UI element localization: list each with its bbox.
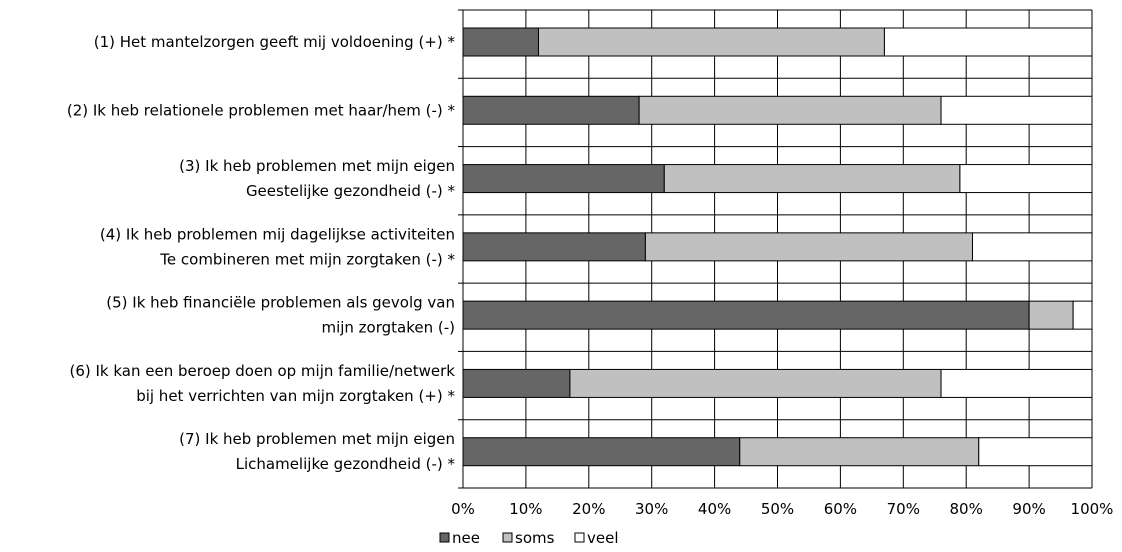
bar-segment-nee: [462, 368, 571, 398]
bar-segment-soms: [739, 437, 980, 467]
legend-label: soms: [515, 529, 555, 547]
gridlines: [462, 9, 1093, 489]
bar-segment-nee: [462, 27, 539, 57]
bar-segment-soms: [1028, 300, 1074, 330]
category-label: bij het verrichten van mijn zorgtaken (+…: [136, 387, 455, 405]
bar-segment-veel: [959, 164, 1093, 194]
bar-segment-nee: [462, 164, 665, 194]
bar-segment-soms: [644, 232, 973, 262]
x-tick-label: 90%: [1012, 500, 1045, 518]
bar-segment-veel: [883, 27, 1093, 57]
bar-segment-nee: [462, 232, 646, 262]
legend-swatch-nee: [439, 532, 450, 543]
legend-swatch-veel: [574, 532, 585, 543]
x-tick-label: 40%: [698, 500, 731, 518]
x-tick-label: 50%: [761, 500, 794, 518]
category-label: Te combineren met mijn zorgtaken (-) *: [159, 250, 455, 268]
x-tick-label: 20%: [572, 500, 605, 518]
axes: [458, 9, 464, 489]
legend-label: veel: [587, 529, 619, 547]
bar-segment-veel: [1072, 300, 1093, 330]
bar-segment-nee: [462, 95, 640, 125]
legend: nee soms veel: [439, 529, 619, 547]
bar-segment-soms: [569, 368, 942, 398]
category-label: (2) Ik heb relationele problemen met haa…: [67, 101, 456, 119]
x-tick-label: 60%: [824, 500, 857, 518]
bar-segment-veel: [978, 437, 1093, 467]
category-labels: (1) Het mantelzorgen geeft mij voldoenin…: [67, 33, 456, 473]
category-label: Lichamelijke gezondheid (-) *: [236, 455, 456, 473]
x-tick-labels: 0% 10% 20% 30% 40% 50% 60% 70% 80% 90% 100%: [451, 500, 1113, 518]
category-label: (1) Het mantelzorgen geeft mij voldoenin…: [94, 33, 456, 51]
category-label: (5) Ik heb financiële problemen als gevo…: [106, 294, 455, 312]
bars: [462, 27, 1093, 467]
category-label: Geestelijke gezondheid (-) *: [246, 182, 456, 200]
category-label: (4) Ik heb problemen mij dagelijkse acti…: [100, 225, 455, 243]
bar-segment-nee: [462, 300, 1030, 330]
category-label: (6) Ik kan een beroep doen op mijn famil…: [69, 362, 455, 380]
x-tick-label: 30%: [635, 500, 668, 518]
bar-segment-veel: [940, 368, 1093, 398]
category-label: (3) Ik heb problemen met mijn eigen: [179, 157, 455, 175]
bar-segment-soms: [663, 164, 961, 194]
legend-swatch-soms: [502, 532, 513, 543]
x-tick-label: 80%: [950, 500, 983, 518]
bar-segment-soms: [638, 95, 942, 125]
bar-segment-veel: [940, 95, 1093, 125]
bar-segment-veel: [971, 232, 1093, 262]
x-tick-label: 10%: [509, 500, 542, 518]
legend-label: nee: [452, 529, 480, 547]
category-label: mijn zorgtaken (-): [321, 319, 455, 337]
x-tick-label: 70%: [887, 500, 920, 518]
bar-segment-nee: [462, 437, 741, 467]
x-tick-label: 100%: [1071, 500, 1114, 518]
category-label: (7) Ik heb problemen met mijn eigen: [179, 430, 455, 448]
bar-segment-soms: [537, 27, 885, 57]
x-tick-label: 0%: [451, 500, 475, 518]
